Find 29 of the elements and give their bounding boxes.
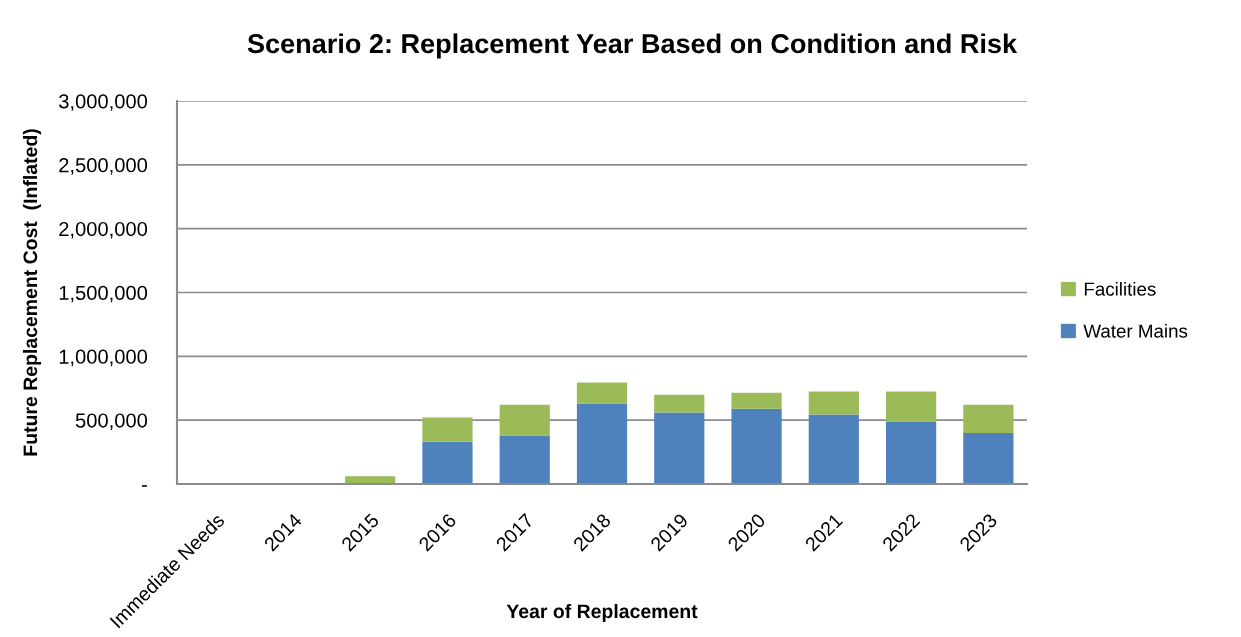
bar — [654, 394, 705, 413]
bar — [885, 391, 937, 422]
y-tick-label: 1,000,000 — [59, 349, 148, 367]
bar — [576, 403, 628, 484]
bar — [422, 441, 473, 484]
bar — [499, 435, 550, 484]
y-tick-label: 500,000 — [75, 413, 148, 431]
bar — [731, 392, 782, 409]
bar — [731, 408, 782, 484]
y-tick-label: 2,000,000 — [59, 221, 148, 239]
bar — [808, 391, 859, 415]
y-axis-title: Future Replacement Cost (Inflated) — [22, 129, 42, 456]
y-tick-label: - — [142, 485, 147, 487]
x-axis-title: Year of Replacement — [506, 603, 698, 623]
bar — [499, 404, 550, 436]
bar — [808, 414, 859, 484]
chart-title: Scenario 2: Replacement Year Based on Condition and Risk — [247, 33, 1018, 59]
bar — [576, 382, 628, 404]
y-tick-label: 2,500,000 — [59, 158, 148, 175]
legend-label: Water Mains — [1083, 323, 1188, 338]
bar — [885, 421, 937, 484]
y-tick-label: 1,500,000 — [59, 285, 148, 303]
bar — [963, 404, 1014, 433]
legend-label: Facilities — [1084, 281, 1156, 296]
bar — [345, 476, 396, 484]
bar — [654, 412, 705, 484]
bar — [963, 432, 1014, 484]
bar — [422, 417, 473, 442]
y-tick-label: 3,000,000 — [59, 94, 148, 111]
